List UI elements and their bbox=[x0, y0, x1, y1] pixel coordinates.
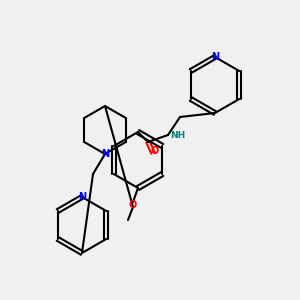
Text: N: N bbox=[78, 192, 86, 202]
Text: N: N bbox=[211, 52, 219, 62]
Text: N: N bbox=[101, 149, 109, 159]
Text: O: O bbox=[129, 200, 137, 210]
Text: O: O bbox=[151, 146, 159, 156]
Text: NH: NH bbox=[170, 130, 185, 140]
